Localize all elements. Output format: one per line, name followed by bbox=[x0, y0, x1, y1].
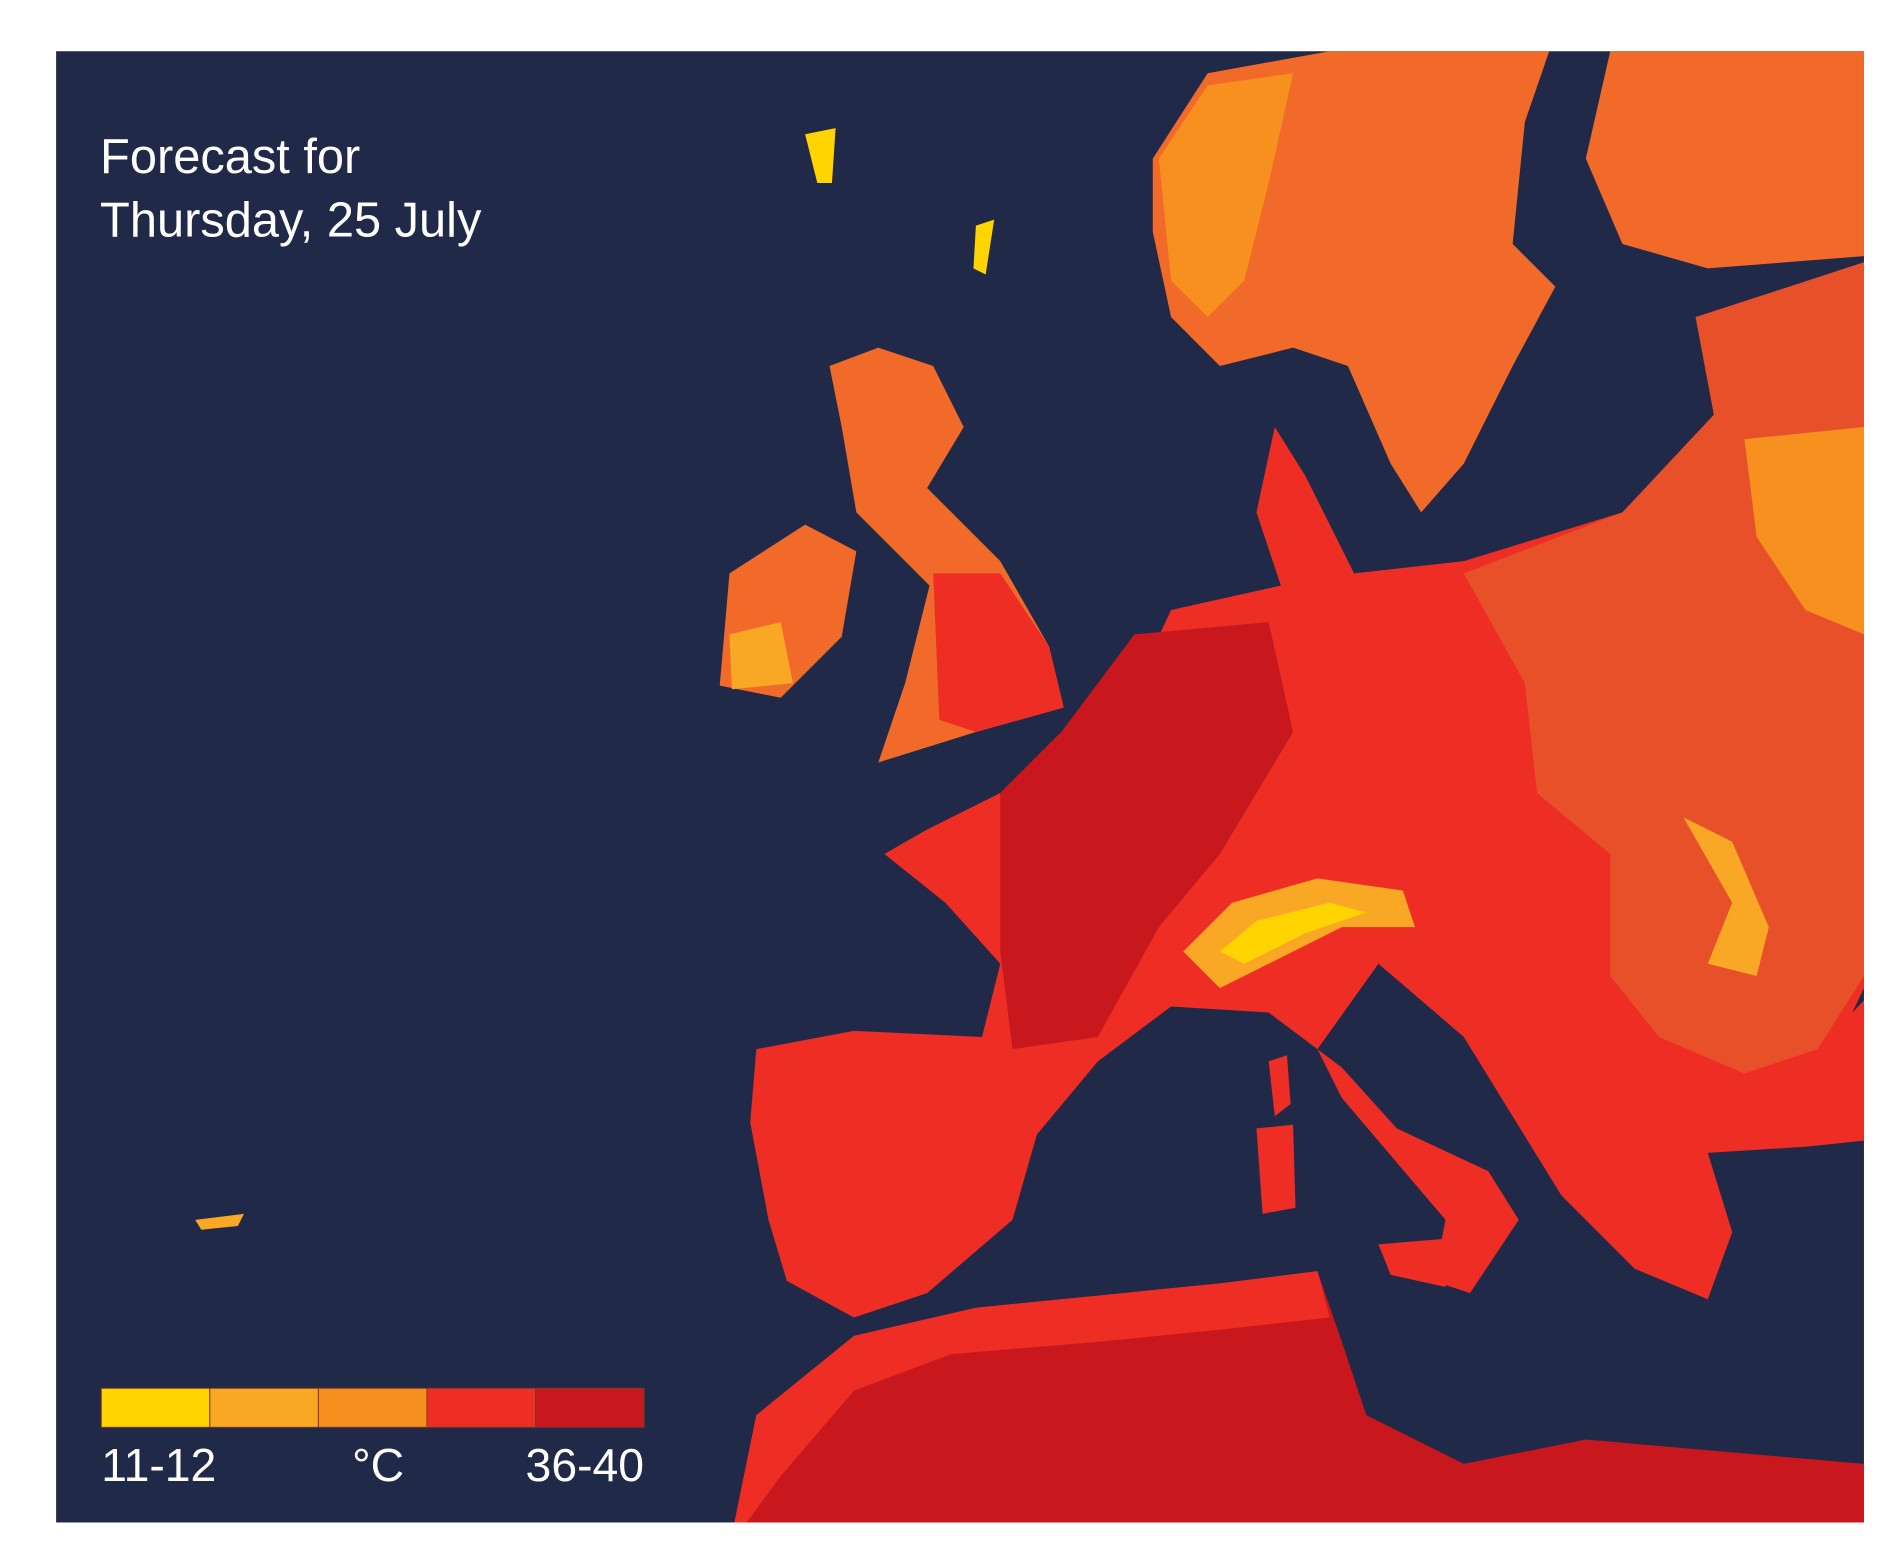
corsica bbox=[1268, 1055, 1291, 1117]
norway-highlands bbox=[1158, 73, 1294, 318]
legend-swatch bbox=[100, 1387, 211, 1428]
legend-low-label: 11-12 bbox=[101, 1439, 216, 1491]
sardinia bbox=[1256, 1124, 1296, 1214]
east-warm-patch bbox=[1744, 426, 1864, 635]
africa-coast bbox=[734, 1271, 1330, 1523]
title-line: Forecast for bbox=[100, 130, 360, 184]
sicily bbox=[1378, 1238, 1452, 1288]
carpathians bbox=[1683, 817, 1769, 976]
ireland-west bbox=[729, 622, 793, 690]
legend-swatch bbox=[426, 1387, 537, 1428]
finland bbox=[1585, 51, 1864, 269]
shetland bbox=[973, 219, 995, 275]
azores bbox=[195, 1213, 244, 1230]
alps-peaks bbox=[1219, 902, 1367, 964]
france-hot bbox=[1000, 622, 1294, 1050]
faroe bbox=[805, 128, 836, 183]
legend-swatch bbox=[209, 1387, 319, 1428]
legend-high-label: 36-40 bbox=[526, 1439, 645, 1491]
legend-swatch bbox=[317, 1387, 428, 1428]
title-line: Thursday, 25 July bbox=[100, 194, 482, 248]
legend bbox=[100, 1387, 645, 1428]
continent bbox=[750, 262, 1864, 1318]
legend-swatch bbox=[535, 1387, 645, 1428]
legend-unit-label: °C bbox=[352, 1439, 404, 1491]
england-south bbox=[933, 573, 1064, 732]
land bbox=[195, 51, 1864, 1523]
